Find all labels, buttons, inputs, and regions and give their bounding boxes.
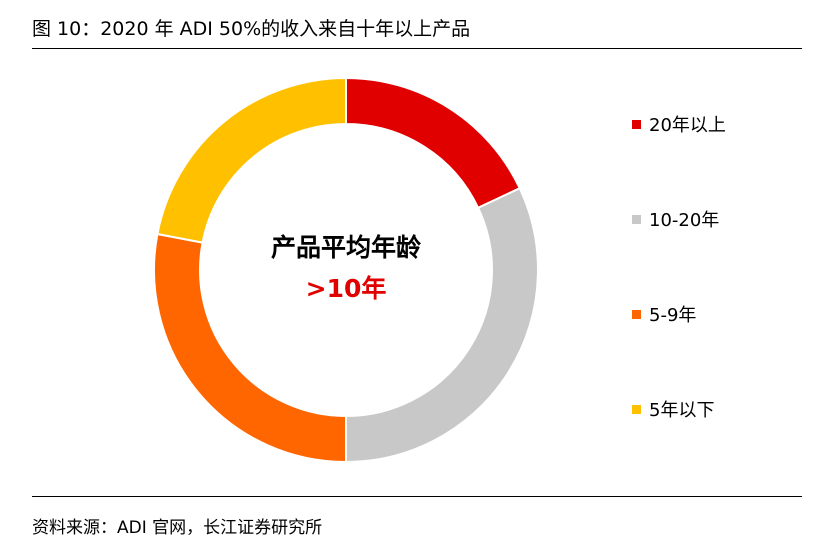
legend-swatch bbox=[632, 119, 641, 129]
legend-label: 5-9年 bbox=[649, 305, 697, 326]
chart-title: 图 10：2020 年 ADI 50%的收入来自十年以上产品 bbox=[32, 18, 471, 40]
donut-slices bbox=[153, 76, 539, 464]
legend-item-5-9-years: 5-9年 bbox=[632, 302, 726, 326]
legend-item-20-plus-years: 20年以上 bbox=[632, 112, 726, 136]
donut-slice-1 bbox=[345, 76, 522, 210]
legend-swatch bbox=[632, 404, 641, 414]
chart-legend: 20年以上 10-20年 5-9年 5年以下 bbox=[632, 112, 726, 492]
legend-label: 20年以上 bbox=[649, 115, 726, 136]
legend-label: 5年以下 bbox=[649, 400, 715, 421]
footer-divider bbox=[32, 496, 802, 497]
title-divider bbox=[32, 48, 802, 49]
center-value: >10年 bbox=[306, 274, 387, 303]
donut-slice-3 bbox=[153, 232, 347, 464]
center-label: 产品平均年龄 bbox=[271, 233, 422, 262]
source-note: 资料来源：ADI 官网，长江证券研究所 bbox=[32, 518, 323, 538]
legend-item-10-20-years: 10-20年 bbox=[632, 207, 726, 231]
legend-swatch bbox=[632, 309, 641, 319]
legend-label: 10-20年 bbox=[649, 210, 720, 231]
legend-item-under-5-years: 5年以下 bbox=[632, 397, 726, 421]
legend-swatch bbox=[632, 214, 641, 224]
donut-slice-4 bbox=[156, 76, 347, 244]
donut-slice-2 bbox=[345, 186, 539, 464]
